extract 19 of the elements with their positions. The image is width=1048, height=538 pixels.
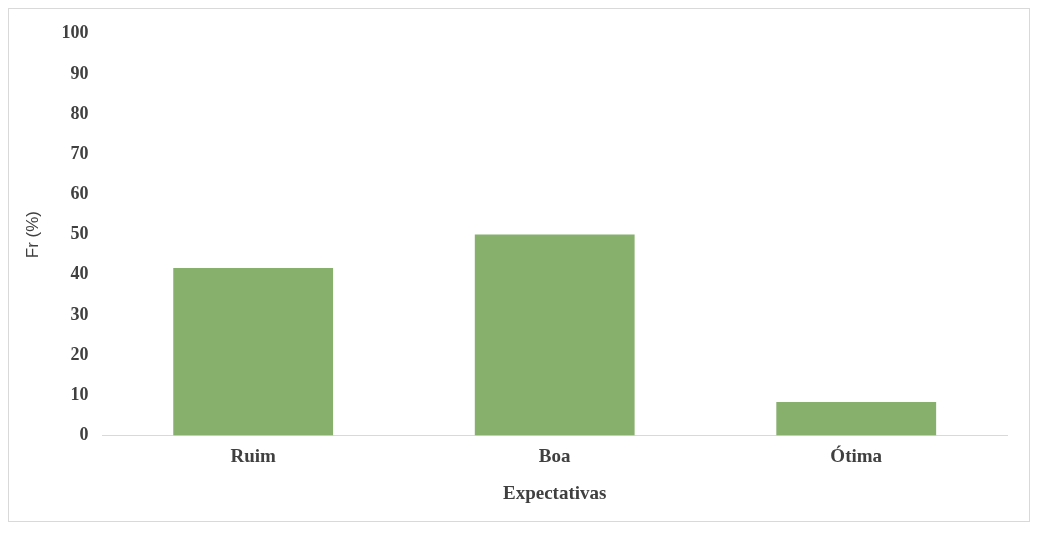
y-tick-label: 60: [70, 183, 89, 204]
y-tick-label: 10: [70, 383, 89, 404]
y-axis-title: Fr (%): [22, 210, 42, 259]
y-tick-label: 100: [61, 22, 89, 43]
y-tick-label: 40: [70, 263, 89, 284]
bar: [474, 234, 635, 436]
x-tick-label: Boa: [538, 444, 572, 466]
x-tick-label: Ruim: [230, 444, 277, 466]
x-tick-label: Ótima: [830, 444, 883, 466]
y-tick-label: 90: [70, 62, 89, 83]
bar: [173, 267, 334, 436]
y-tick-label: 70: [70, 142, 89, 163]
y-tick-label: 50: [70, 223, 89, 244]
y-tick-label: 30: [70, 303, 89, 324]
bar: [776, 402, 937, 436]
y-tick-label: 80: [70, 102, 89, 123]
x-axis-title: Expectativas: [502, 481, 607, 503]
y-tick-label: 20: [70, 343, 89, 364]
y-tick-label: 0: [79, 424, 89, 445]
